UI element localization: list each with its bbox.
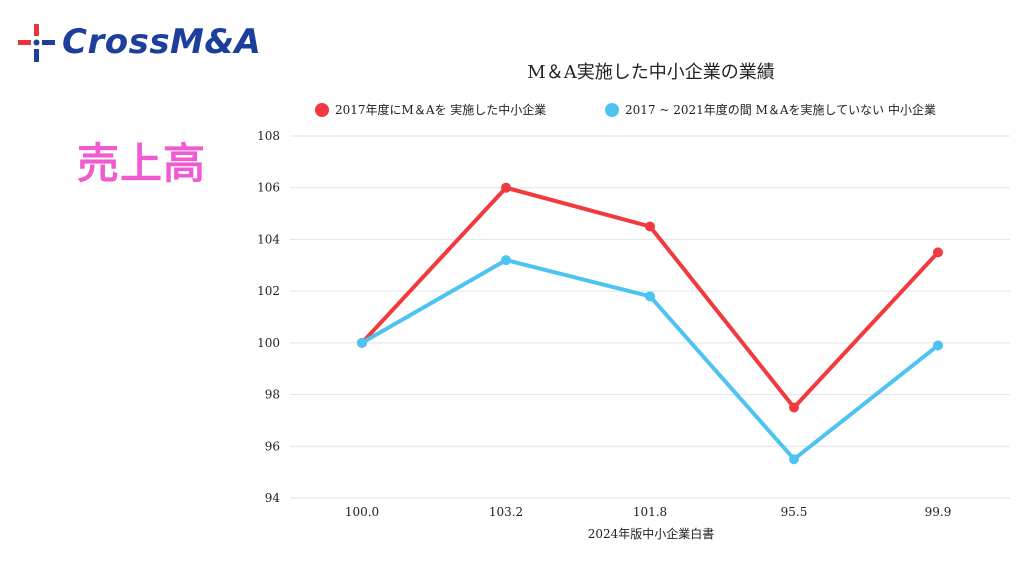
series-line-2 — [360, 258, 940, 462]
x-tick-label: 103.2 — [489, 505, 523, 519]
data-point — [501, 182, 511, 193]
data-point — [789, 454, 799, 465]
data-point — [645, 221, 655, 232]
x-tick-label: 95.5 — [781, 505, 808, 519]
y-tick-label: 108 — [257, 129, 280, 143]
chart-legend: 2017年度にM＆Aを 実施した中小企業 2017 ~ 2021年度の間 M＆Aを… — [315, 102, 936, 117]
y-tick-label: 106 — [257, 181, 280, 195]
data-point — [933, 340, 943, 351]
x-tick-label: 100.0 — [345, 505, 379, 519]
cross-logo-icon — [18, 24, 55, 62]
x-axis: 100.0 103.2 101.8 95.5 99.9 — [345, 505, 952, 519]
x-tick-label: 101.8 — [633, 505, 667, 519]
data-point — [357, 337, 367, 348]
y-tick-label: 94 — [265, 491, 281, 505]
data-point — [501, 255, 511, 266]
legend-label: 2017 ~ 2021年度の間 M＆Aを実施していない 中小企業 — [625, 102, 936, 117]
legend-item-2: 2017 ~ 2021年度の間 M＆Aを実施していない 中小企業 — [605, 102, 936, 117]
y-axis: 94 96 98 100 102 104 106 108 — [257, 129, 280, 505]
data-point — [933, 247, 943, 258]
data-point — [789, 402, 799, 413]
brand-name: CrossM&A — [62, 22, 262, 62]
legend-marker — [315, 103, 329, 117]
y-tick-label: 102 — [257, 284, 280, 298]
chart-series — [357, 182, 943, 465]
y-tick-label: 104 — [257, 232, 280, 246]
legend-label: 2017年度にM＆Aを 実施した中小企業 — [335, 102, 546, 117]
y-tick-label: 98 — [265, 388, 280, 402]
y-tick-label: 96 — [265, 439, 280, 453]
section-label: 売上高 — [77, 139, 207, 188]
data-point — [645, 291, 655, 302]
y-tick-label: 100 — [257, 336, 280, 350]
legend-marker — [605, 103, 619, 117]
chart-grid — [290, 135, 1010, 499]
x-tick-label: 99.9 — [925, 505, 952, 519]
x-axis-label: 2024年版中小企業白書 — [588, 526, 715, 541]
chart-title: M＆A実施した中小企業の業績 — [527, 62, 774, 83]
legend-item-1: 2017年度にM＆Aを 実施した中小企業 — [315, 102, 546, 117]
